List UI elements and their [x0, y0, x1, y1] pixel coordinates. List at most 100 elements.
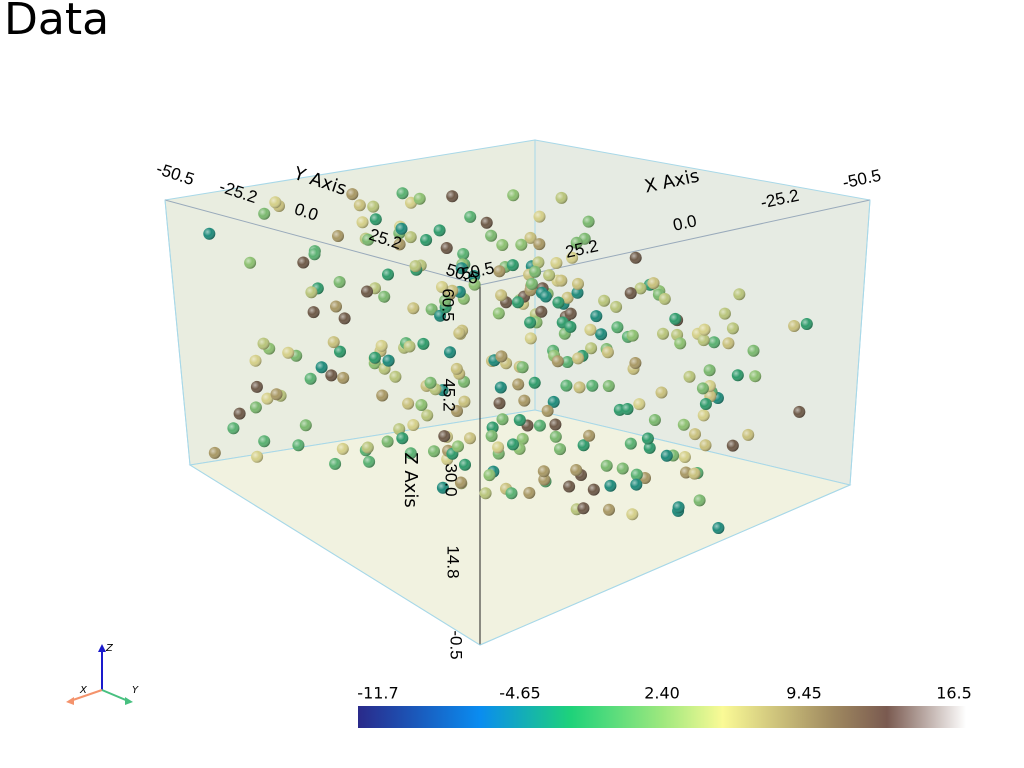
- sphere-shade: [603, 503, 615, 516]
- sphere-shade: [393, 423, 406, 436]
- sphere-shade: [404, 447, 417, 460]
- sphere-shade: [420, 234, 433, 246]
- sphere-shade: [570, 464, 583, 476]
- sphere-shade: [629, 357, 642, 369]
- sphere-shade: [572, 352, 585, 365]
- sphere-shade: [604, 479, 617, 492]
- sphere-shade: [438, 430, 451, 443]
- sphere-shade: [375, 339, 388, 352]
- sphere-shade: [678, 451, 691, 463]
- z-tick-label: 14.8: [444, 545, 463, 578]
- sphere-shade: [325, 369, 338, 382]
- sphere-shade: [270, 388, 283, 401]
- sphere-shade: [658, 292, 671, 305]
- sphere-shade: [446, 284, 459, 297]
- sphere-shade: [464, 432, 476, 445]
- sphere-shade: [407, 419, 420, 431]
- sphere-shade: [425, 303, 438, 316]
- sphere-shade: [381, 435, 394, 448]
- sphere-shade: [595, 328, 608, 341]
- sphere-shade: [203, 227, 216, 240]
- orient-z: Z: [105, 643, 114, 654]
- sphere-shade: [269, 196, 282, 209]
- sphere-shade: [468, 270, 481, 282]
- sphere-shade: [455, 262, 468, 275]
- sphere-shade: [258, 207, 271, 220]
- sphere-shade: [511, 296, 524, 309]
- sphere-shade: [731, 369, 744, 382]
- sphere-shade: [433, 224, 446, 237]
- sphere-shade: [297, 256, 310, 269]
- sphere-shade: [533, 210, 546, 223]
- sphere-shade: [315, 361, 328, 374]
- sphere-shade: [516, 361, 529, 374]
- sphere-shade: [233, 407, 246, 420]
- sphere-shade: [513, 414, 526, 426]
- sphere-shade: [600, 459, 613, 472]
- sphere-shade: [528, 376, 541, 389]
- sphere-shade: [647, 277, 660, 290]
- sphere-shade: [417, 337, 430, 350]
- sphere-shade: [524, 231, 537, 244]
- sphere-shade: [697, 334, 710, 347]
- sphere-shade: [444, 346, 456, 359]
- sphere-shade: [549, 430, 562, 443]
- sphere-shade: [655, 386, 668, 399]
- sphere-shade: [515, 238, 528, 251]
- sphere-shade: [539, 290, 552, 303]
- sphere-shade: [800, 318, 813, 330]
- sphere-shade: [453, 327, 466, 340]
- sphere-shade: [693, 494, 706, 507]
- sphere-shade: [382, 354, 395, 367]
- sphere-shade: [726, 322, 739, 335]
- sphere-shade: [698, 323, 711, 336]
- orient-x: X: [79, 685, 88, 696]
- points: [203, 187, 813, 534]
- sphere-shade: [641, 432, 654, 445]
- sphere-shade: [564, 307, 577, 320]
- sphere-shade: [428, 445, 440, 458]
- z-axis-label: Z Axis: [400, 452, 421, 507]
- sphere-shade: [439, 294, 452, 307]
- sphere-shade: [560, 379, 573, 392]
- sphere-shade: [494, 381, 507, 394]
- sphere-shade: [703, 364, 716, 377]
- sphere-shade: [749, 370, 762, 383]
- sphere-shade: [337, 371, 350, 384]
- sphere-shade: [634, 282, 647, 295]
- sphere-shade: [563, 480, 576, 493]
- sphere-shade: [493, 265, 506, 278]
- sphere-shade: [495, 289, 508, 302]
- sphere-shade: [586, 379, 599, 392]
- sphere-shade: [244, 256, 257, 269]
- sphere-shade: [529, 265, 542, 278]
- sphere-shade: [378, 290, 391, 303]
- sphere-shade: [616, 462, 629, 475]
- x-tick-label: 0.0: [671, 211, 698, 234]
- sphere-shade: [251, 450, 264, 463]
- sphere-shade: [480, 216, 493, 229]
- sphere-shade: [584, 323, 597, 336]
- sphere-shade: [452, 440, 464, 453]
- sphere-shade: [250, 380, 263, 393]
- y-tick-label: -50.5: [154, 159, 197, 189]
- colorbar: [358, 706, 966, 728]
- sphere-shade: [688, 467, 701, 480]
- sphere-shade: [550, 257, 563, 269]
- sphere-shade: [505, 487, 518, 500]
- sphere-shade: [742, 428, 755, 441]
- sphere-shade: [555, 274, 568, 287]
- sphere-shade: [457, 248, 470, 260]
- sphere-shade: [396, 187, 409, 200]
- sphere-shade: [533, 238, 546, 251]
- sphere-shade: [696, 382, 709, 395]
- sphere-shade: [726, 439, 739, 452]
- sphere-shade: [572, 277, 584, 290]
- sphere-shade: [485, 229, 498, 242]
- sphere-shade: [523, 486, 536, 499]
- sphere-shade: [683, 370, 696, 383]
- z-tick-label: -0.5: [447, 630, 466, 659]
- colorbar-label: -4.65: [499, 684, 540, 703]
- sphere-shade: [334, 345, 346, 358]
- sphere-shade: [292, 439, 305, 452]
